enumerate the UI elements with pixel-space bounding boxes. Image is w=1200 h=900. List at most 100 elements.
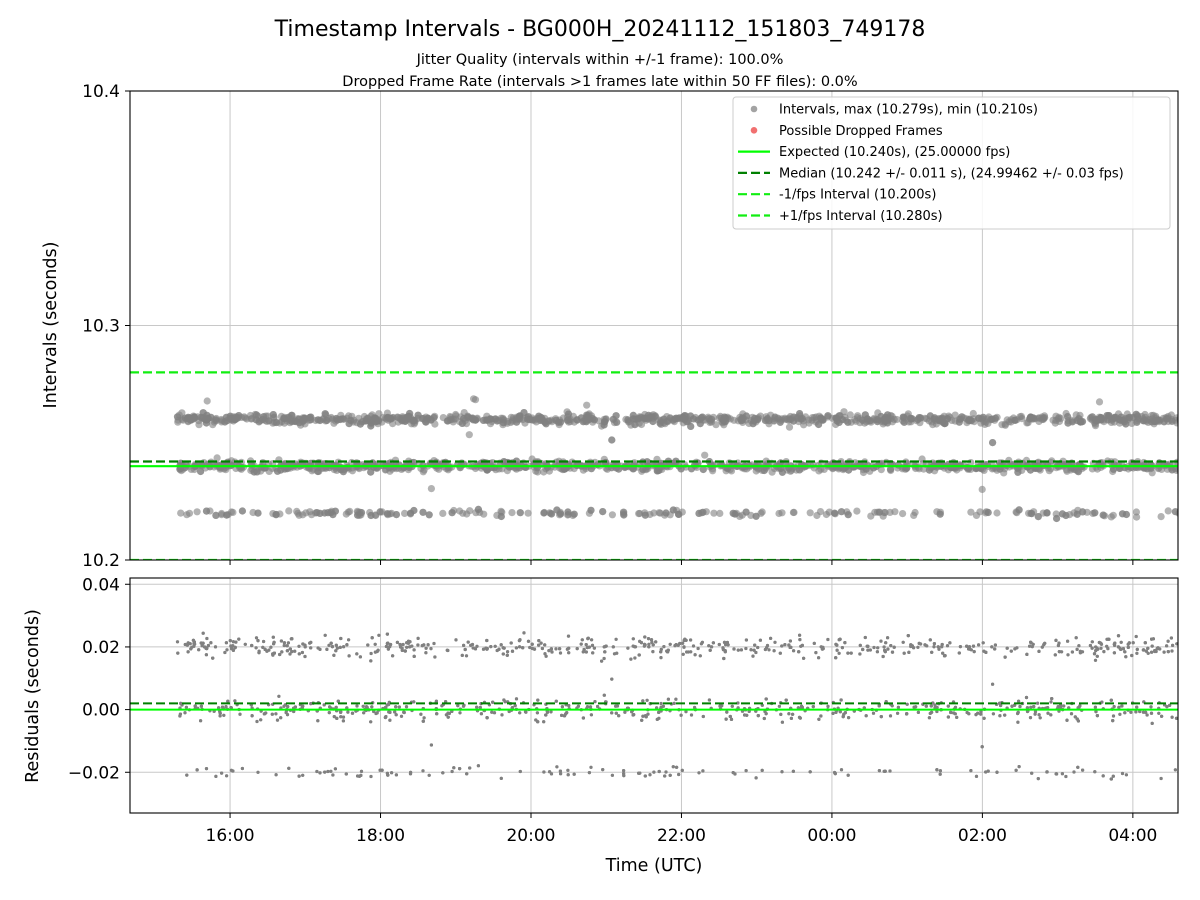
residual-point [355, 704, 359, 708]
residual-point [826, 637, 830, 642]
residual-point [567, 646, 571, 650]
interval-point [552, 458, 560, 466]
residual-point [751, 654, 755, 658]
interval-point [1196, 460, 1200, 467]
residual-point [659, 701, 663, 706]
residual-point [674, 697, 678, 701]
interval-point [1195, 417, 1200, 424]
legend: Intervals, max (10.279s), min (10.210s)P… [732, 96, 1171, 230]
residual-point [779, 712, 783, 717]
residual-point [707, 698, 712, 702]
interval-point [639, 465, 647, 473]
residual-point [701, 769, 705, 773]
residual-point [292, 709, 296, 714]
residual-point [271, 635, 275, 639]
residual-point [929, 704, 933, 708]
interval-point [1034, 513, 1042, 521]
residual-point [297, 644, 301, 648]
interval-point [1133, 513, 1141, 521]
residual-point [812, 641, 816, 646]
interval-point [272, 510, 280, 519]
residual-point [657, 769, 661, 774]
residual-point [492, 711, 497, 715]
interval-point [444, 417, 452, 425]
residual-point [977, 643, 981, 647]
residual-point [840, 646, 845, 650]
residual-point [1166, 639, 1170, 643]
interval-point [824, 412, 832, 420]
interval-point [1184, 417, 1191, 424]
residual-point [1129, 710, 1133, 714]
residual-point [566, 773, 570, 777]
residual-point [641, 714, 645, 718]
residual-point [629, 657, 633, 661]
interval-point [1094, 416, 1102, 425]
interval-point [761, 416, 770, 425]
residual-point [763, 647, 768, 652]
residual-point [792, 649, 796, 653]
interval-point [295, 419, 303, 427]
residual-point [369, 651, 373, 656]
residual-point [513, 704, 517, 708]
interval-point [631, 421, 639, 429]
residual-point [465, 772, 469, 776]
residual-point [1094, 645, 1098, 649]
residual-point [731, 771, 735, 775]
interval-point [321, 509, 329, 517]
interval-point [1197, 461, 1200, 468]
interval-point [456, 507, 464, 515]
residual-point [864, 714, 868, 718]
interval-point [427, 485, 435, 493]
interval-point [771, 413, 779, 421]
interval-point [356, 420, 364, 428]
interval-point [1186, 419, 1193, 426]
residual-point [998, 714, 1002, 718]
interval-point [1191, 418, 1198, 425]
residual-point [1165, 644, 1169, 648]
residual-point [471, 646, 475, 650]
residual-point [1066, 639, 1070, 643]
residual-point [567, 704, 571, 708]
residual-point [1088, 643, 1092, 648]
interval-point [1184, 412, 1191, 419]
residual-point [315, 769, 319, 774]
residual-point [1064, 774, 1068, 779]
residual-point [1170, 649, 1174, 653]
interval-point [1185, 418, 1192, 425]
residual-point [754, 776, 758, 780]
residual-point [323, 770, 327, 774]
residual-point [581, 650, 585, 654]
residual-point [560, 705, 565, 709]
residual-point [701, 714, 705, 719]
residual-point [868, 648, 872, 652]
residual-point [369, 659, 373, 663]
interval-point [938, 415, 946, 423]
residual-point [1073, 715, 1077, 719]
residual-point [1095, 654, 1099, 658]
interval-point [1171, 508, 1178, 516]
interval-point [493, 417, 501, 425]
interval-point [768, 468, 776, 476]
interval-point [1015, 506, 1023, 514]
interval-point [410, 417, 418, 425]
residual-point [238, 712, 242, 716]
interval-point [641, 511, 649, 519]
residual-point [788, 639, 793, 643]
interval-point [1194, 414, 1200, 421]
residual-point [643, 643, 647, 647]
residual-point [1025, 706, 1029, 710]
interval-point [1140, 417, 1148, 425]
interval-point [464, 413, 472, 421]
interval-point [1180, 461, 1187, 468]
residual-point [875, 650, 880, 654]
interval-point [269, 411, 277, 419]
residual-point [993, 643, 998, 647]
residual-point [611, 645, 615, 649]
interval-point [1195, 417, 1200, 424]
interval-point [1079, 508, 1087, 516]
residual-point [1046, 706, 1050, 710]
interval-point [1186, 462, 1193, 469]
residual-point [334, 705, 338, 710]
interval-point [947, 463, 955, 472]
